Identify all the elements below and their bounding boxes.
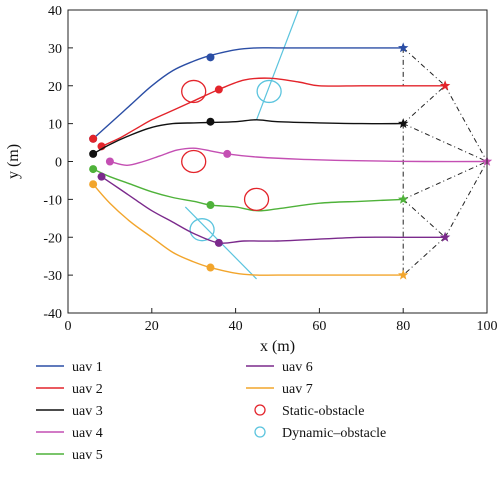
- series-line: [92, 119, 404, 155]
- formation-link: [402, 85, 446, 124]
- formation-link: [402, 161, 488, 200]
- x-axis-label: x (m): [260, 338, 295, 355]
- series-uav-3: [89, 117, 409, 158]
- target-star: [398, 269, 409, 280]
- legend-label: uav 2: [72, 382, 103, 397]
- legend-swatch: [254, 404, 266, 416]
- waypoint-marker: [89, 180, 98, 189]
- x-axis-ticks: 0 20 40 60 80 100: [65, 308, 498, 334]
- legend: uav 1 uav 2 uav 3 uav 4 uav 5 uav 6 uav 7 Stati…: [36, 360, 386, 463]
- x-tick-label: 80: [396, 319, 410, 334]
- legend-label: uav 4: [72, 426, 103, 441]
- series-line: [92, 168, 404, 212]
- static-obstacle: [181, 149, 207, 174]
- series-line: [92, 183, 404, 276]
- legend-label: Static-obstacle: [282, 404, 364, 419]
- legend-item: uav 7: [246, 382, 313, 397]
- y-axis-label: y (m): [5, 144, 22, 179]
- legend-label: uav 6: [282, 360, 313, 375]
- series-line: [109, 147, 488, 167]
- legend-item: Static-obstacle: [254, 404, 364, 419]
- x-tick-label: 0: [65, 319, 72, 334]
- formation-link: [402, 236, 446, 276]
- y-tick-label: 0: [55, 156, 62, 171]
- static-obstacle: [181, 79, 207, 104]
- y-tick-label: 40: [48, 4, 62, 19]
- y-tick-label: -40: [43, 307, 62, 322]
- waypoint-marker: [89, 134, 98, 143]
- legend-item: uav 1: [36, 360, 103, 375]
- y-tick-label: -20: [43, 231, 62, 246]
- legend-label: uav 1: [72, 360, 103, 375]
- formation-link: [444, 85, 488, 162]
- waypoint-marker: [89, 149, 98, 158]
- formation-link: [402, 199, 446, 238]
- dynamic-obstacles: [184, 9, 300, 280]
- static-obstacle: [243, 187, 270, 212]
- waypoint-marker: [223, 149, 232, 158]
- waypoint-marker: [206, 201, 215, 210]
- static-obstacles: [181, 79, 270, 212]
- series-uav-4: [105, 147, 493, 167]
- waypoint-marker: [214, 85, 223, 94]
- y-tick-label: 30: [48, 42, 62, 57]
- legend-label: Dynamic–obstacle: [282, 426, 386, 441]
- legend-label: uav 5: [72, 448, 103, 463]
- waypoint-marker: [97, 172, 106, 181]
- target-star: [398, 118, 409, 129]
- legend-swatch: [254, 426, 266, 438]
- x-tick-label: 100: [477, 319, 498, 334]
- legend-item: uav 4: [36, 426, 103, 441]
- y-tick-label: 10: [48, 118, 62, 133]
- waypoint-marker: [206, 263, 215, 272]
- legend-item: uav 6: [246, 360, 313, 375]
- dynamic-obstacle: [256, 79, 282, 104]
- formation-link: [402, 47, 446, 87]
- x-tick-label: 40: [229, 319, 243, 334]
- waypoint-marker: [105, 157, 114, 166]
- series-uav-5: [89, 165, 409, 212]
- target-star: [439, 80, 451, 91]
- legend-label: uav 3: [72, 404, 103, 419]
- waypoint-marker: [214, 238, 223, 247]
- legend-item: Dynamic–obstacle: [254, 426, 386, 441]
- waypoint-marker: [206, 53, 215, 62]
- x-tick-label: 60: [312, 319, 326, 334]
- formation-link: [444, 161, 488, 238]
- legend-item: uav 5: [36, 448, 103, 463]
- series-uav-7: [89, 180, 409, 280]
- x-tick-label: 20: [145, 319, 159, 334]
- series-uav-2: [89, 77, 451, 151]
- y-tick-label: -30: [43, 269, 62, 284]
- target-star: [398, 193, 409, 204]
- y-tick-label: -10: [43, 193, 62, 208]
- legend-label: uav 7: [282, 382, 313, 397]
- target-star: [398, 42, 409, 53]
- legend-item: uav 3: [36, 404, 103, 419]
- waypoint-marker: [206, 117, 215, 126]
- series-line: [101, 77, 446, 147]
- series-uav-6: [97, 172, 451, 247]
- dynamic-obstacle-track: [255, 9, 300, 121]
- dynamic-obstacle: [189, 218, 215, 242]
- plot-area: [89, 9, 493, 280]
- y-axis-ticks: 40 30 20 10 0 -10 -20 -30 -40: [43, 4, 73, 322]
- series-line: [92, 47, 404, 140]
- legend-item: uav 2: [36, 382, 103, 397]
- waypoint-marker: [89, 165, 98, 174]
- target-star: [439, 231, 451, 242]
- formation-link: [402, 123, 488, 162]
- y-tick-label: 20: [48, 80, 62, 95]
